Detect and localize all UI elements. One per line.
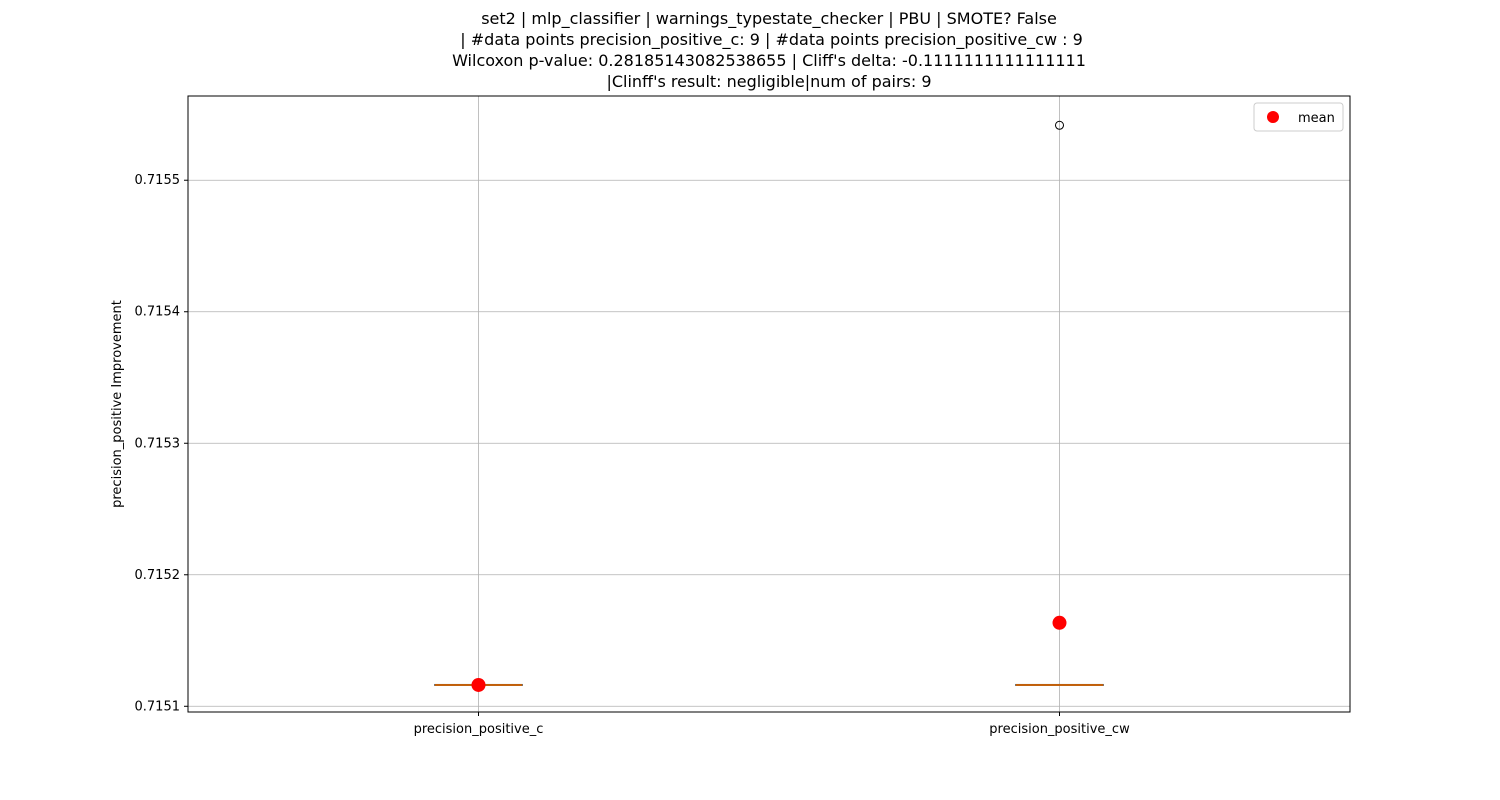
- legend-marker: [1267, 111, 1279, 123]
- title-line-2: | #data points precision_positive_c: 9 |…: [455, 30, 1083, 49]
- box-group: [1015, 120, 1104, 686]
- y-tick-label: 0.7154: [135, 305, 181, 320]
- legend: mean: [1253, 102, 1344, 132]
- legend-label: mean: [1298, 111, 1335, 126]
- title-line-1: set2 | mlp_classifier | warnings_typesta…: [481, 9, 1057, 28]
- legend-box: [1253, 102, 1344, 132]
- y-tick-label: 0.7152: [135, 568, 181, 583]
- chart-title: set2 | mlp_classifier | warnings_typesta…: [0, 8, 1500, 92]
- y-tick-label: 0.7151: [135, 699, 181, 714]
- mean-marker: [471, 677, 486, 692]
- x-tick-label: precision_positive_cw: [989, 722, 1130, 737]
- plot-frame: [187, 95, 1351, 713]
- title-line-3: Wilcoxon p-value: 0.28185143082538655 | …: [452, 51, 1086, 70]
- axes: 0.7151 0.7152 0.7153 0.7154 0.7155 precision_…: [110, 95, 1351, 737]
- x-tick-label: precision_positive_c: [414, 722, 544, 737]
- title-line-4: |Clinff's result: negligible|num of pair…: [606, 72, 932, 91]
- mean-marker: [1052, 615, 1067, 630]
- y-tick-label: 0.7153: [135, 436, 181, 451]
- outlier-point: [1055, 120, 1064, 130]
- y-axis-label: precision_positive Improvement: [110, 300, 125, 508]
- box-group: [434, 677, 523, 692]
- grid-lines: [188, 96, 1350, 712]
- y-tick-label: 0.7155: [135, 173, 181, 188]
- box-series: [434, 120, 1104, 692]
